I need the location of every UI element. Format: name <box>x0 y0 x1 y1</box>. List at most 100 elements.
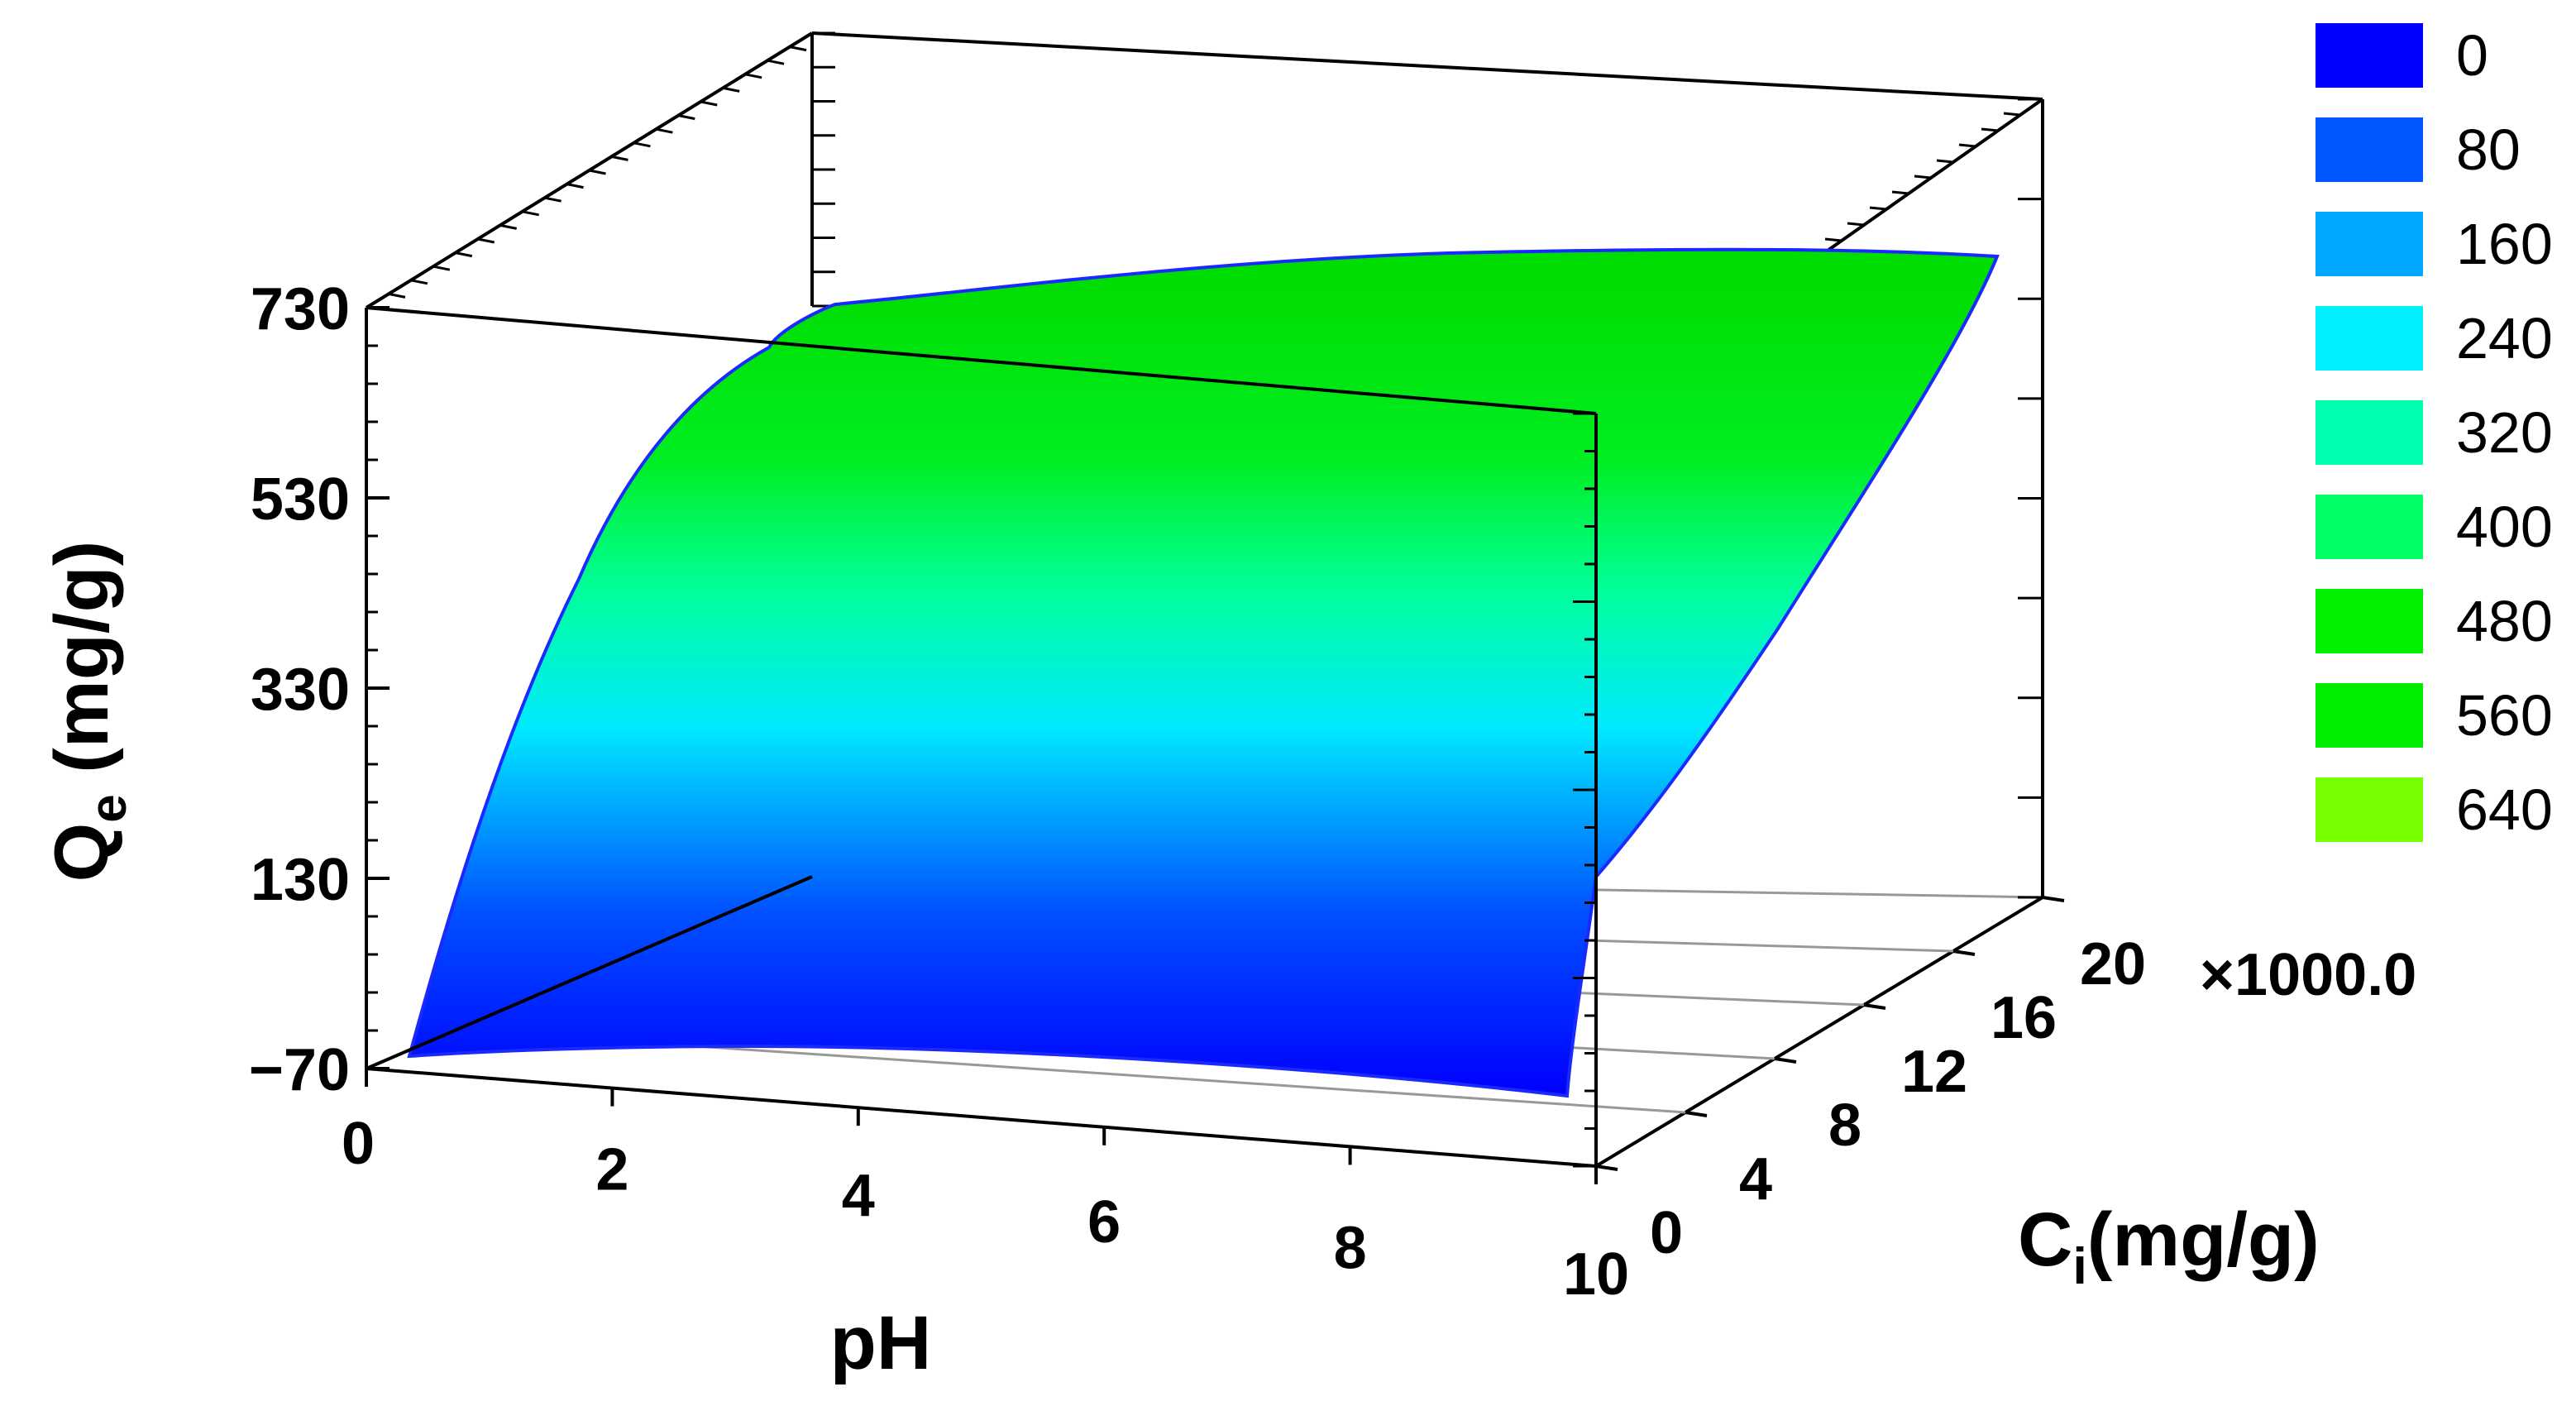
back-edge-tick <box>410 279 428 285</box>
back-edge-tick <box>722 86 740 93</box>
back-edge-tick <box>656 127 673 134</box>
y-axis: 048 12 16 20 <box>1595 896 2146 1266</box>
y-axis-title-subscript: i <box>2072 1238 2086 1295</box>
z-axis: −70 130 330 530 730 <box>249 276 1596 1168</box>
legend-label: 160 <box>2456 212 2553 276</box>
legend-swatch <box>2316 683 2423 748</box>
z-axis-title: Qe (mg/g) <box>40 541 137 882</box>
legend-entry: 240 <box>2316 306 2553 371</box>
z-tick-label: 130 <box>251 847 350 913</box>
front-top-edge <box>366 306 1597 415</box>
legend-label: 560 <box>2456 683 2553 748</box>
legend: 0 80 160 240 320 400 480 560 640 <box>2316 23 2553 842</box>
legend-label: 0 <box>2456 23 2488 88</box>
x-tick-label: 0 <box>342 1111 375 1177</box>
back-edge-tick <box>767 59 785 65</box>
y-tick <box>1774 1057 1797 1064</box>
surface-patch <box>407 247 2000 1098</box>
front-bottom-edge <box>366 1067 1597 1168</box>
back-edge-tick <box>678 114 695 121</box>
x-tick-label: 8 <box>1334 1215 1367 1281</box>
back-edge-tick <box>1981 127 1999 132</box>
z-axis-title-unit: (mg/g) <box>40 541 124 795</box>
legend-label: 640 <box>2456 777 2553 842</box>
legend-swatch <box>2316 23 2423 88</box>
back-bottom-right-edge <box>1594 896 2044 1168</box>
back-edge-tick <box>1824 237 1842 242</box>
legend-label: 240 <box>2456 306 2553 371</box>
x-tick-label: 4 <box>842 1163 875 1229</box>
legend-swatch <box>2316 495 2423 559</box>
x-tick-label: 6 <box>1087 1189 1121 1255</box>
y-tick-label: 8 <box>1828 1093 1862 1159</box>
legend-swatch <box>2316 400 2423 465</box>
z-tick-label: −70 <box>249 1037 350 1103</box>
back-edge-tick <box>1936 159 1954 164</box>
y-axis-title: Ci(mg/g) <box>2018 1198 2320 1295</box>
legend-label: 320 <box>2456 400 2553 465</box>
bottom-left-depth-edge <box>366 875 813 1070</box>
legend-entry: 320 <box>2316 400 2553 465</box>
legend-swatch <box>2316 306 2423 371</box>
legend-label: 480 <box>2456 589 2553 653</box>
legend-entry: 160 <box>2316 212 2553 276</box>
legend-label: 80 <box>2456 117 2521 182</box>
y-tick-label: 0 <box>1650 1200 1683 1266</box>
back-edge-tick <box>499 223 517 230</box>
z-axis-title-main: Q <box>40 823 124 882</box>
back-edge-tick <box>1914 175 1932 179</box>
back-edge-tick <box>544 196 562 203</box>
back-edge-tick <box>2003 112 2021 117</box>
back-edge-tick <box>455 251 473 258</box>
y-axis-multiplier: ×1000.0 <box>2200 942 2416 1008</box>
legend-entry: 560 <box>2316 683 2553 748</box>
y-tick-label: 4 <box>1739 1146 1772 1212</box>
y-axis-title-main: C <box>2018 1198 2072 1282</box>
back-edge-tick <box>700 100 718 107</box>
y-axis-title-unit: (mg/g) <box>2087 1198 2320 1282</box>
back-edge-tick <box>789 45 807 52</box>
y-tick <box>2042 896 2065 902</box>
legend-swatch <box>2316 589 2423 653</box>
z-tick-label: 730 <box>251 276 350 342</box>
legend-entry: 0 <box>2316 23 2488 88</box>
z-axis-title-subscript: e <box>80 794 137 822</box>
y-tick <box>1685 1111 1708 1117</box>
z-tick-label: 330 <box>251 657 350 723</box>
back-edge-tick <box>744 73 762 79</box>
legend-entry: 480 <box>2316 589 2553 653</box>
x-tick-label: 10 <box>1563 1241 1629 1308</box>
y-tick <box>1863 1003 1886 1010</box>
y-tick-label: 20 <box>2080 931 2146 997</box>
box-front-edges <box>365 306 1598 1168</box>
z-tick-label: 530 <box>251 466 350 533</box>
y-tick <box>1952 949 1976 956</box>
back-edge-tick <box>477 237 495 244</box>
x-axis-title: pH <box>830 1301 932 1385</box>
legend-swatch <box>2316 777 2423 842</box>
back-edge-tick <box>589 169 606 175</box>
back-edge-tick <box>1891 190 1909 195</box>
back-edge-tick <box>611 155 628 161</box>
back-edge-tick <box>633 141 651 148</box>
back-edge-tick <box>1869 206 1887 211</box>
back-edge-tick <box>388 292 406 299</box>
x-tick-label: 2 <box>595 1137 628 1203</box>
legend-swatch <box>2316 117 2423 182</box>
legend-swatch <box>2316 212 2423 276</box>
back-edge-tick <box>1958 143 1976 148</box>
x-axis: 0 2 4 6 8 10 <box>342 1069 1629 1308</box>
legend-entry: 80 <box>2316 117 2521 182</box>
y-tick-label: 12 <box>1901 1039 1967 1105</box>
response-surface <box>407 247 2000 1098</box>
legend-label: 400 <box>2456 495 2553 559</box>
back-edge-tick <box>433 265 451 271</box>
back-edge-tick <box>566 183 584 189</box>
y-tick-label: 16 <box>1991 985 2057 1051</box>
back-top-edge <box>811 31 2043 101</box>
legend-entry: 640 <box>2316 777 2553 842</box>
legend-entry: 400 <box>2316 495 2553 559</box>
back-edge-tick <box>522 210 539 217</box>
back-edge-tick <box>1847 222 1865 227</box>
